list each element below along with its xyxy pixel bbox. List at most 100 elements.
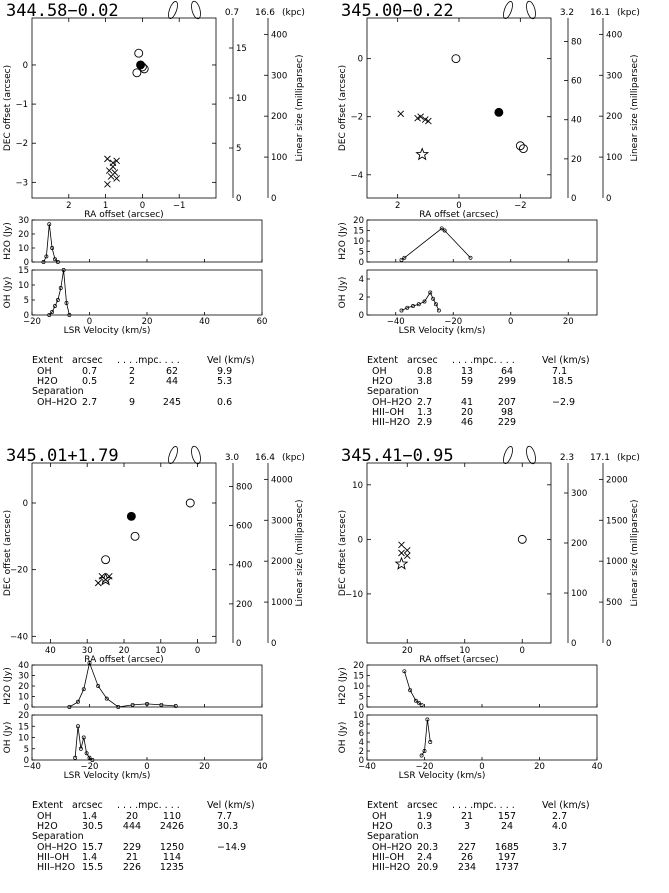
oh-spectrum-point	[90, 758, 95, 762]
table-cell: 229	[123, 842, 141, 853]
y-tick-label: −2	[350, 113, 363, 123]
spectrum-y-tick-label: 20	[18, 230, 29, 240]
near-tick-label: 0	[236, 639, 241, 649]
x-tick-label: 2	[395, 201, 400, 211]
oh-spectrum-point	[53, 304, 57, 308]
near-tick-label: 0	[571, 194, 576, 204]
h2o-spectrum-point	[402, 255, 407, 260]
table-cell: 9	[129, 397, 135, 408]
table-cell: 7.1	[552, 366, 567, 377]
near-tick-label: 100	[571, 589, 587, 599]
oh-spectrum-point	[87, 755, 92, 760]
oh-spectrum-point	[434, 302, 438, 307]
table-cell: 2.7	[82, 397, 97, 408]
oh-ylabel: OH (Jy)	[3, 722, 13, 754]
oh-spectrum-point	[76, 724, 80, 729]
table-cell: 0.7	[82, 366, 97, 377]
oh-spectrum-point	[73, 755, 78, 760]
map-xlabel: RA offset (arcsec)	[419, 655, 498, 665]
oh-maser-marker	[403, 552, 411, 560]
table-row-label: OH	[37, 366, 52, 377]
spectrum-y-tick-label: 30	[18, 672, 29, 682]
near-tick-label: 15	[236, 44, 247, 54]
h2o-spectrum-point	[81, 687, 86, 692]
oh-spectrum-point	[64, 301, 69, 305]
velocity-tick-label: 20	[199, 762, 210, 772]
distance-unit: (kpc)	[282, 8, 305, 18]
h2o-spectrum-point	[104, 696, 109, 701]
table-cell: 2.7	[417, 397, 432, 408]
table-cell: 0.6	[217, 397, 232, 408]
map-ylabel: DEC offset (arcsec)	[338, 65, 348, 151]
spectrum-y-tick-label: 2	[359, 747, 364, 757]
x-tick-label: 30	[82, 646, 93, 656]
velocity-tick-label: −40	[23, 762, 41, 772]
table-cell: 2.7	[552, 811, 567, 822]
oh-spectrum-point	[416, 302, 421, 307]
table-cell: 26	[461, 852, 473, 863]
oh-spectrum-point	[78, 746, 83, 751]
h2o-ylabel: H2O (Jy)	[338, 667, 348, 704]
beam-ellipse-icon	[191, 0, 201, 20]
hii-region-marker	[415, 147, 430, 161]
table-cell: 1.9	[417, 811, 432, 822]
table-header: arcsec	[407, 355, 438, 366]
table-header: . . . .mpc. . . .	[117, 800, 180, 811]
spectrum-y-tick-label: 0	[24, 703, 29, 713]
table-cell: 110	[163, 811, 181, 822]
table-row-label: HII–H2O	[37, 862, 75, 873]
oh-spectrum-frame	[366, 714, 598, 761]
beam-ellipse-icon	[503, 446, 513, 464]
far-tick-label: 0	[271, 194, 276, 204]
y-tick-label: 10	[352, 481, 363, 491]
table-row-label: OH	[372, 811, 387, 822]
spectrum-y-tick-label: 0	[24, 756, 29, 766]
h2o-maser-marker	[494, 107, 504, 117]
oh-spectrum-point	[422, 299, 427, 304]
h2o-spectrum-point	[416, 700, 421, 705]
oh-ylabel: OH (Jy)	[338, 722, 348, 754]
h2o-spectrum-point	[55, 260, 60, 264]
h2o-spectrum-point	[67, 705, 72, 709]
table-header: Vel (km/s)	[542, 355, 590, 366]
h2o-maser-marker	[132, 68, 142, 78]
hii-region-marker	[394, 556, 409, 570]
table-header: Vel (km/s)	[207, 800, 255, 811]
linear-size-label: Linear size (milliparsec)	[295, 499, 305, 606]
h2o-spectrum-line	[404, 671, 422, 706]
table-cell: 20	[126, 811, 138, 822]
h2o-spectrum-frame	[31, 219, 263, 263]
oh-spectrum-line	[421, 719, 431, 756]
h2o-spectrum-point	[130, 702, 135, 707]
oh-spectrum-point	[425, 717, 430, 722]
oh-spectrum-line	[74, 726, 93, 761]
velocity-xlabel: LSR Velocity (km/s)	[64, 326, 151, 336]
table-cell: 2.4	[417, 852, 432, 863]
table-cell: 3.8	[417, 376, 432, 387]
far-tick-label: 2000	[606, 475, 628, 485]
h2o-maser-marker	[130, 531, 140, 541]
distance-far: 16.6	[255, 8, 275, 18]
oh-maser-marker	[107, 173, 115, 180]
table-header: Vel (km/s)	[207, 355, 255, 366]
distance-near: 3.2	[560, 8, 574, 18]
h2o-spectrum-point	[116, 705, 121, 709]
h2o-spectrum-point	[145, 701, 149, 706]
table-cell: 3.7	[552, 842, 567, 853]
table-cell: 20	[461, 407, 473, 418]
near-tick-label: 200	[236, 600, 252, 610]
table-row-label: HII–H2O	[372, 417, 410, 428]
oh-maser-marker	[397, 110, 405, 118]
table-row-label: HII–OH	[37, 852, 69, 863]
oh-ylabel: OH (Jy)	[338, 277, 348, 309]
far-tick-label: 500	[606, 598, 622, 608]
table-cell: −2.9	[552, 397, 575, 408]
spectrum-y-tick-label: 10	[353, 682, 364, 692]
x-tick-label: −1	[173, 201, 186, 211]
y-tick-label: −2	[15, 139, 28, 149]
linear-size-label: Linear size (milliparsec)	[630, 499, 640, 606]
velocity-xlabel: LSR Velocity (km/s)	[399, 771, 486, 781]
table-cell: 0.8	[417, 366, 432, 377]
oh-ylabel: OH (Jy)	[3, 277, 13, 309]
y-tick-label: 0	[23, 61, 28, 71]
